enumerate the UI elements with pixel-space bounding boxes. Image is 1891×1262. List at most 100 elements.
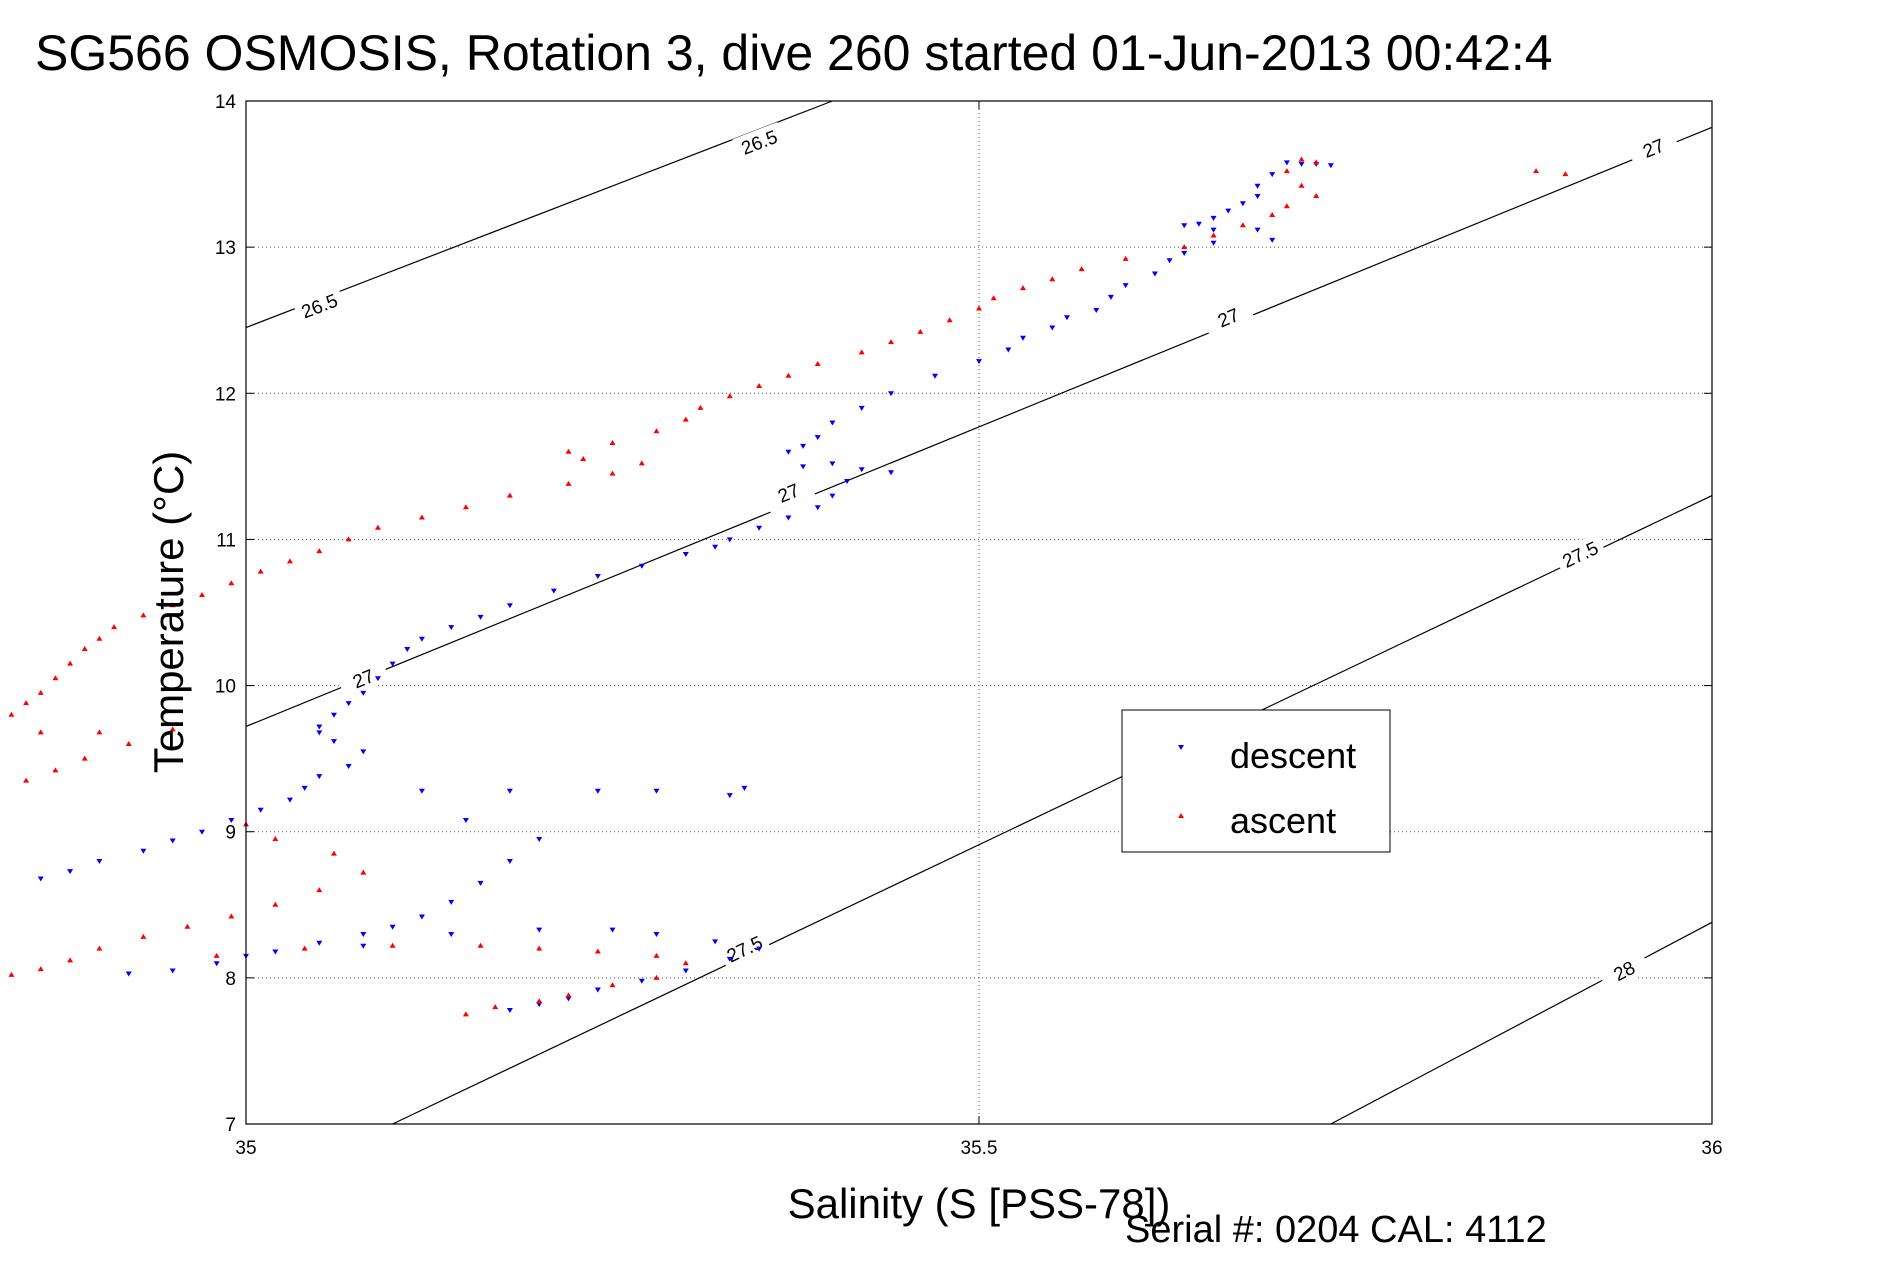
data-point-ascent	[785, 372, 792, 378]
data-point-descent	[536, 1002, 543, 1008]
data-point-ascent	[990, 295, 997, 301]
data-point-descent	[418, 636, 425, 642]
data-point-descent	[1283, 160, 1290, 166]
data-point-descent	[1005, 347, 1012, 353]
data-point-ascent	[946, 317, 953, 323]
data-point-ascent	[37, 689, 44, 695]
data-point-descent	[1269, 172, 1276, 178]
data-point-descent	[506, 788, 513, 794]
data-point-ascent	[888, 339, 895, 345]
data-point-descent	[1210, 240, 1217, 246]
data-point-descent	[418, 914, 425, 920]
data-point-ascent	[1019, 285, 1026, 291]
x-axis-label: Salinity (S [PSS-78])	[788, 1180, 1171, 1227]
data-point-descent	[462, 818, 469, 824]
data-point-ascent	[1562, 171, 1569, 177]
data-point-descent	[1181, 250, 1188, 256]
data-point-ascent	[272, 836, 279, 842]
data-point-descent	[726, 537, 733, 543]
data-point-descent	[682, 968, 689, 974]
data-point-ascent	[228, 580, 235, 586]
data-point-ascent	[418, 514, 425, 520]
data-point-descent	[448, 899, 455, 905]
legend: descent ascent	[1121, 709, 1391, 853]
data-point-ascent	[638, 460, 645, 466]
isopycnal-label-bg	[732, 122, 786, 162]
data-point-descent	[800, 464, 807, 470]
data-point-descent	[536, 927, 543, 933]
data-point-ascent	[23, 777, 30, 783]
data-point-ascent	[492, 1004, 499, 1010]
data-point-descent	[199, 829, 206, 835]
data-point-descent	[1019, 335, 1026, 341]
data-point-descent	[594, 987, 601, 993]
y-tick-label: 9	[225, 823, 236, 844]
data-point-descent	[360, 749, 367, 755]
isopycnal-27.5	[392, 495, 1713, 1125]
data-point-descent	[1151, 271, 1158, 277]
data-point-descent	[257, 807, 264, 813]
serial-cal-footer: Serial #: 0204 CAL: 4112	[1125, 1209, 1547, 1251]
data-point-ascent	[52, 767, 59, 773]
data-point-ascent	[96, 729, 103, 735]
data-point-descent	[330, 739, 337, 745]
isopycnal-label-bg	[1597, 948, 1651, 993]
data-point-ascent	[1239, 222, 1246, 228]
data-point-ascent	[111, 624, 118, 630]
data-point-descent	[1122, 283, 1129, 289]
data-point-descent	[477, 614, 484, 620]
data-point-descent	[286, 797, 293, 803]
data-point-ascent	[1210, 232, 1217, 238]
data-point-descent	[888, 470, 895, 476]
data-point-ascent	[682, 416, 689, 422]
isopycnal-label-bg	[1553, 532, 1607, 576]
data-point-ascent	[565, 992, 572, 998]
data-point-descent	[1254, 183, 1261, 189]
data-point-ascent	[653, 428, 660, 434]
data-point-descent	[389, 924, 396, 930]
y-axis-ticks: 7 8 9 10 11 12 13 14	[215, 92, 1712, 1136]
data-point-descent	[360, 690, 367, 696]
data-point-ascent	[389, 942, 396, 948]
data-point-descent	[1254, 193, 1261, 199]
y-tick-label: 14	[215, 92, 237, 113]
data-point-ascent	[477, 942, 484, 948]
data-point-ascent	[917, 328, 924, 334]
data-point-ascent	[374, 524, 381, 530]
data-point-ascent	[1533, 168, 1540, 174]
data-point-ascent	[609, 470, 616, 476]
data-point-descent	[741, 785, 748, 791]
data-point-ascent	[213, 952, 220, 958]
data-point-descent	[550, 588, 557, 594]
data-point-ascent	[286, 558, 293, 564]
isopycnal-label-bg	[761, 472, 816, 513]
data-point-descent	[1195, 221, 1202, 227]
isopycnal-label-bg	[292, 285, 347, 326]
data-point-ascent	[1181, 244, 1188, 250]
data-point-descent	[506, 858, 513, 864]
data-point-ascent	[462, 504, 469, 510]
data-point-ascent	[316, 887, 323, 893]
legend-box	[1121, 709, 1391, 853]
data-point-ascent	[1298, 182, 1305, 188]
data-point-ascent	[96, 635, 103, 641]
data-point-ascent	[814, 361, 821, 367]
data-point-descent	[653, 788, 660, 794]
data-point-ascent	[52, 675, 59, 681]
data-point-ascent	[682, 960, 689, 966]
data-point-descent	[565, 996, 572, 1002]
data-point-ascent	[653, 974, 660, 980]
y-tick-label: 12	[215, 384, 236, 405]
data-point-descent	[404, 647, 411, 653]
data-point-descent	[37, 876, 44, 882]
data-point-descent	[1254, 227, 1261, 233]
data-point-descent	[477, 880, 484, 886]
data-point-ascent	[301, 945, 308, 951]
data-point-descent	[345, 701, 352, 707]
data-point-descent	[418, 788, 425, 794]
legend-descent-marker	[1178, 745, 1184, 750]
data-point-descent	[726, 793, 733, 799]
legend-ascent-marker	[1178, 813, 1184, 818]
data-point-ascent	[1122, 255, 1129, 261]
